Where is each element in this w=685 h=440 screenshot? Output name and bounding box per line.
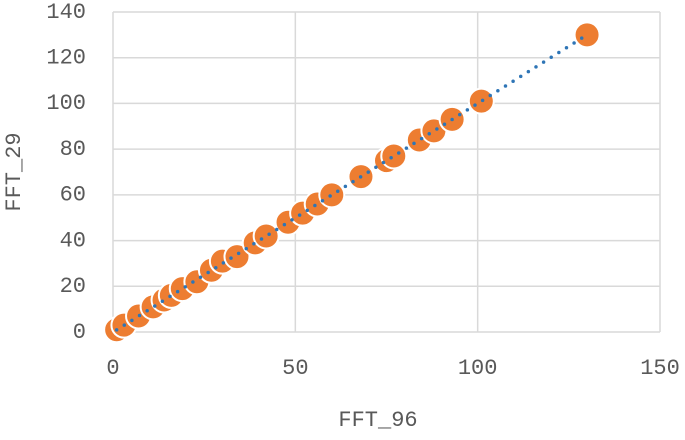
x-axis-title: FFT_96 bbox=[338, 408, 417, 433]
y-axis-title: FFT_29 bbox=[2, 132, 27, 211]
x-tick-label: 150 bbox=[640, 356, 680, 381]
x-tick-label: 50 bbox=[282, 356, 308, 381]
y-tick-label: 140 bbox=[46, 0, 86, 25]
y-tick-label: 0 bbox=[73, 320, 86, 345]
y-tick-label: 20 bbox=[60, 274, 86, 299]
y-tick-label: 80 bbox=[60, 137, 86, 162]
data-point bbox=[223, 243, 251, 271]
trendline bbox=[114, 33, 589, 332]
x-tick-label: 0 bbox=[106, 356, 119, 381]
x-tick-label: 100 bbox=[458, 356, 498, 381]
data-point bbox=[380, 142, 408, 170]
y-tick-label: 100 bbox=[46, 91, 86, 116]
data-point bbox=[573, 21, 601, 49]
y-tick-label: 120 bbox=[46, 46, 86, 71]
data-point bbox=[252, 222, 280, 250]
y-tick-label: 60 bbox=[60, 183, 86, 208]
data-point bbox=[318, 181, 346, 209]
y-tick-label: 40 bbox=[60, 228, 86, 253]
